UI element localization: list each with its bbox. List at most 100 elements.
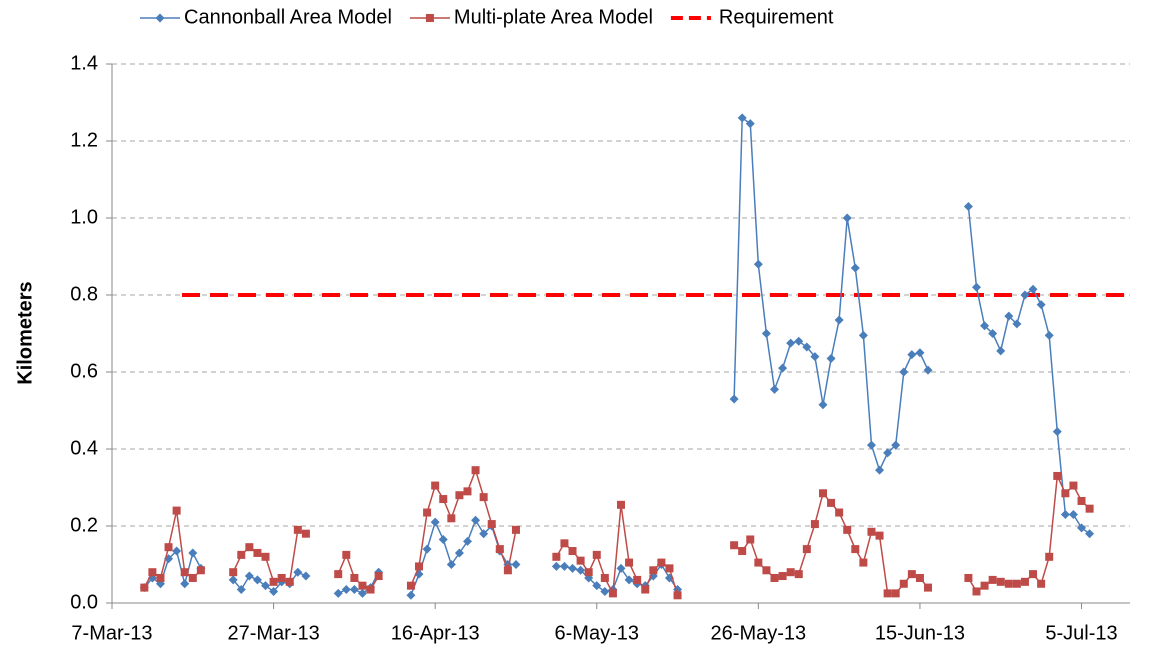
point <box>1020 290 1030 300</box>
point <box>1020 577 1029 586</box>
point <box>431 481 440 490</box>
point <box>180 568 189 577</box>
point <box>794 570 803 579</box>
y-tick-label: 0.2 <box>70 514 98 536</box>
point <box>172 506 181 515</box>
x-tick-label: 16-Apr-13 <box>391 622 480 644</box>
point <box>972 587 981 596</box>
y-tick-label: 1.0 <box>70 206 98 228</box>
point <box>277 573 286 582</box>
point <box>341 585 351 595</box>
point <box>511 525 520 534</box>
point <box>746 535 755 544</box>
point <box>188 573 197 582</box>
point <box>357 588 367 598</box>
point <box>891 589 900 598</box>
point <box>802 545 811 554</box>
point <box>503 566 512 575</box>
point <box>156 573 165 582</box>
point <box>745 119 755 129</box>
point <box>269 577 278 586</box>
point <box>584 568 593 577</box>
point <box>462 536 472 546</box>
x-tick-label: 27-Mar-13 <box>227 622 319 644</box>
point <box>140 583 149 592</box>
point <box>358 581 367 590</box>
x-tick-label: 26-May-13 <box>711 622 807 644</box>
series-line <box>143 467 1091 596</box>
point <box>261 581 271 591</box>
point <box>988 329 998 338</box>
point <box>342 550 351 559</box>
x-tick-label: 7-Mar-13 <box>71 622 152 644</box>
point <box>899 579 908 588</box>
point <box>924 583 933 592</box>
point <box>1004 579 1013 588</box>
point <box>455 491 464 500</box>
point <box>649 566 658 575</box>
point <box>843 525 852 534</box>
point <box>1028 284 1038 294</box>
point <box>1060 509 1070 519</box>
point <box>148 568 157 577</box>
point <box>1012 579 1021 588</box>
point <box>1085 529 1095 539</box>
point <box>770 384 780 394</box>
point <box>858 330 868 340</box>
x-tick-label: 15-Jun-13 <box>875 622 965 644</box>
y-tick-label: 0.0 <box>70 591 98 613</box>
point <box>633 575 642 584</box>
point <box>657 558 666 567</box>
point <box>471 466 480 475</box>
point <box>1085 504 1094 513</box>
point <box>334 570 343 579</box>
point <box>350 573 359 582</box>
point <box>641 585 650 594</box>
legend-marker <box>425 14 434 22</box>
point <box>842 213 852 223</box>
point <box>1077 496 1086 505</box>
point <box>600 573 609 582</box>
point <box>883 448 893 458</box>
point <box>923 365 933 375</box>
point <box>1069 481 1078 490</box>
point <box>673 591 682 600</box>
point <box>180 579 190 589</box>
point <box>827 498 836 507</box>
point <box>252 575 262 585</box>
point <box>228 575 238 585</box>
point <box>625 558 634 567</box>
point <box>559 561 569 571</box>
point <box>236 585 246 595</box>
y-tick-label: 0.8 <box>70 283 98 305</box>
point <box>899 367 909 377</box>
point <box>406 581 415 590</box>
point <box>738 547 747 556</box>
point <box>446 560 456 569</box>
point <box>883 589 892 598</box>
point <box>810 352 820 362</box>
point <box>786 338 796 348</box>
point <box>617 500 625 509</box>
y-axis-label: Kilometers <box>14 281 36 384</box>
point <box>835 508 844 517</box>
point <box>834 315 844 325</box>
point <box>511 560 521 569</box>
point <box>754 558 763 567</box>
point <box>1037 579 1046 588</box>
point <box>778 363 788 373</box>
point <box>551 561 561 571</box>
point <box>737 113 747 123</box>
point <box>616 563 626 573</box>
point <box>269 586 279 596</box>
point <box>1052 427 1062 437</box>
point <box>333 588 343 598</box>
point <box>253 548 262 557</box>
point <box>778 572 787 581</box>
point <box>1053 471 1062 480</box>
point <box>980 321 990 331</box>
point <box>560 539 569 548</box>
point <box>301 529 310 538</box>
point <box>196 566 205 575</box>
point <box>454 548 464 558</box>
